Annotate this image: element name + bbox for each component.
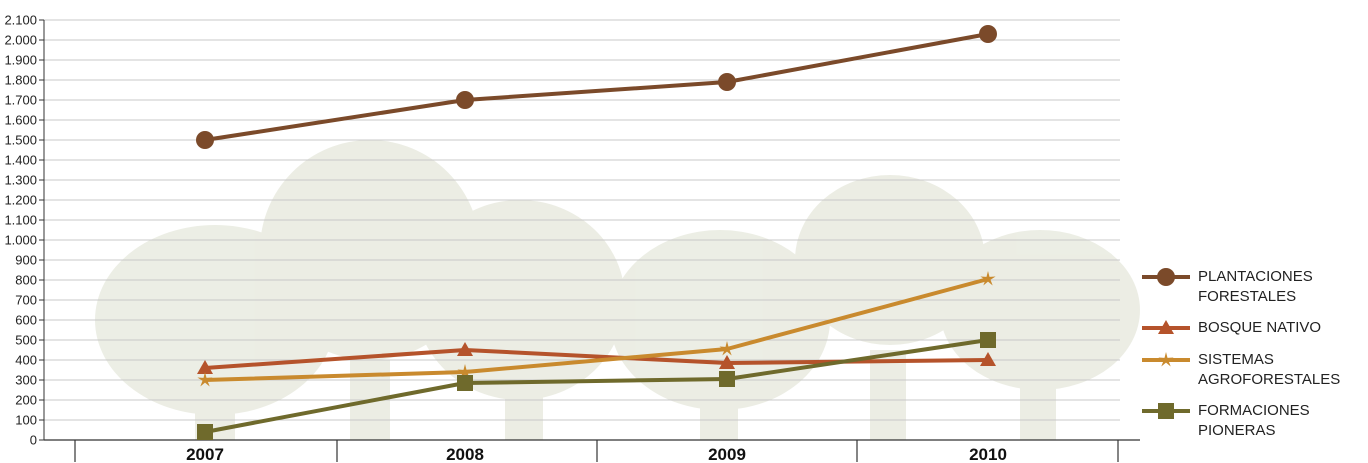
legend-label-line: BOSQUE NATIVO	[1198, 319, 1322, 336]
data-point	[196, 131, 214, 149]
y-tick-label: 500	[15, 333, 37, 348]
data-point	[979, 25, 997, 43]
y-tick-label: 1.300	[4, 173, 37, 188]
y-tick-label: 0	[30, 433, 37, 448]
x-tick-label: 2010	[969, 445, 1007, 463]
y-tick-label: 1.600	[4, 113, 37, 128]
y-tick-label: 1.800	[4, 73, 37, 88]
legend-swatch	[1142, 268, 1190, 286]
y-tick-label: 200	[15, 393, 37, 408]
data-point	[457, 342, 473, 356]
data-point	[980, 332, 996, 348]
y-tick-label: 1.200	[4, 193, 37, 208]
data-point	[719, 341, 735, 356]
data-point	[719, 371, 735, 387]
data-point	[718, 73, 736, 91]
legend-label-line: SISTEMAS	[1198, 351, 1274, 368]
y-tick-label: 400	[15, 353, 37, 368]
series-0	[196, 25, 997, 149]
legend-label: BOSQUE NATIVO	[1192, 317, 1321, 338]
data-point	[457, 364, 473, 379]
legend-item: BOSQUE NATIVO	[1140, 317, 1366, 339]
y-tick-label: 1.400	[4, 153, 37, 168]
legend-label-line: FORESTALES	[1198, 288, 1297, 305]
y-tick-label: 900	[15, 253, 37, 268]
series-line	[204, 32, 989, 142]
x-tick-label: 2008	[446, 445, 484, 463]
data-point	[197, 424, 213, 440]
y-tick-label: 100	[15, 413, 37, 428]
legend-label-line: PIONERAS	[1198, 422, 1276, 439]
legend-item: SISTEMAS AGROFORESTALES	[1140, 349, 1366, 390]
series-3	[197, 332, 996, 440]
y-tick-label: 2.100	[4, 13, 37, 28]
y-tick-label: 1.900	[4, 53, 37, 68]
legend-item: FORMACIONES PIONERAS	[1140, 400, 1366, 441]
series-line	[204, 338, 989, 434]
y-tick-label: 800	[15, 273, 37, 288]
y-tick-label: 600	[15, 313, 37, 328]
data-point	[456, 91, 474, 109]
legend-label-line: AGROFORESTALES	[1198, 371, 1341, 388]
legend-label: FORMACIONES PIONERAS	[1192, 400, 1310, 441]
y-tick-label: 2.000	[4, 33, 37, 48]
legend-label-line: FORMACIONES	[1198, 402, 1310, 419]
y-tick-label: 1.500	[4, 133, 37, 148]
series-2	[197, 271, 996, 387]
x-tick-label: 2007	[186, 445, 224, 463]
x-tick-label: 2009	[708, 445, 746, 463]
y-tick-label: 1.700	[4, 93, 37, 108]
legend: PLANTACIONES FORESTALES BOSQUE NATIVO SISTE…	[1140, 266, 1366, 451]
legend-swatch	[1142, 403, 1190, 419]
legend-swatch	[1142, 320, 1190, 334]
data-point	[197, 372, 213, 387]
y-tick-label: 1.100	[4, 213, 37, 228]
series-line	[204, 277, 989, 382]
data-point	[457, 375, 473, 391]
legend-swatch	[1142, 352, 1190, 367]
data-point	[197, 360, 213, 374]
data-point	[980, 271, 996, 286]
legend-label-line: PLANTACIONES	[1198, 268, 1313, 285]
data-point	[719, 355, 735, 369]
data-point	[980, 352, 996, 366]
tree-watermark	[95, 140, 1140, 440]
legend-label: SISTEMAS AGROFORESTALES	[1192, 349, 1340, 390]
y-tick-label: 700	[15, 293, 37, 308]
legend-label: PLANTACIONES FORESTALES	[1192, 266, 1313, 307]
y-tick-label: 1.000	[4, 233, 37, 248]
y-tick-label: 300	[15, 373, 37, 388]
legend-item: PLANTACIONES FORESTALES	[1140, 266, 1366, 307]
